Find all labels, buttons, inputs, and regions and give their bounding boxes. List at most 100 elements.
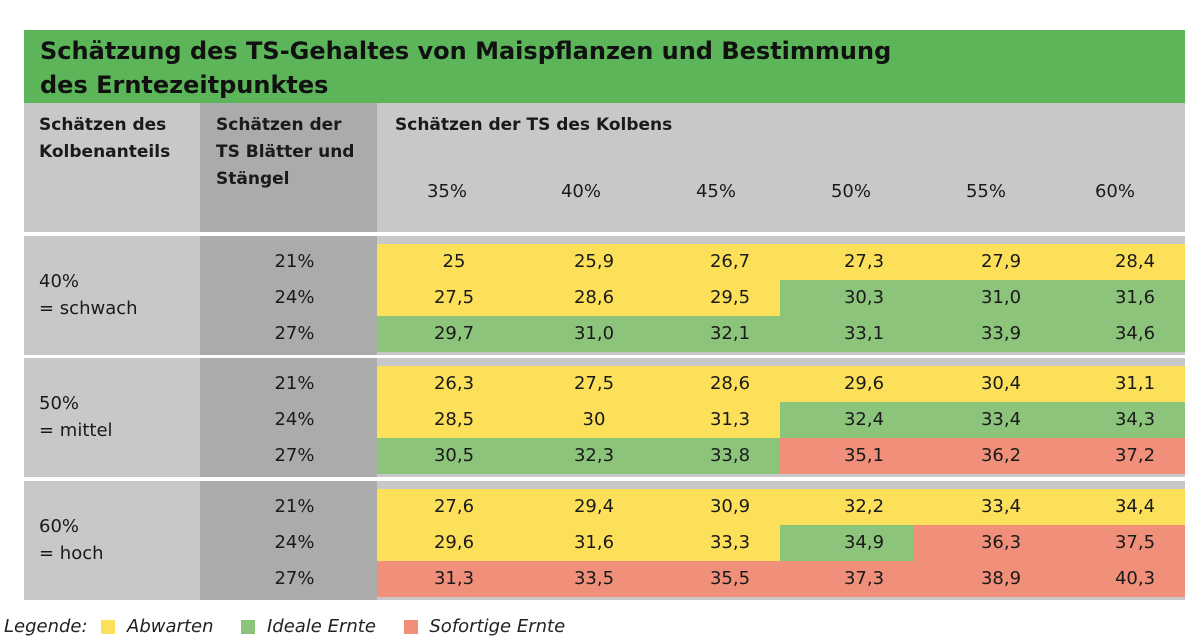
value-cell-text: 25 [442,251,466,272]
value-cell: 32,2 [780,489,914,525]
value-cell: 34,9 [780,525,914,561]
value-cell: 26,3 [377,366,504,402]
value-cell: 31,3 [377,561,504,597]
group-schwach: 40% = schwach 21% 24% 27% 25 25,9 26,7 27,3… [24,236,1185,355]
value-cell-text: 34,9 [843,532,885,553]
header-ts-kolben: Schätzen der TS des Kolbens [395,115,673,135]
value-cell-text: 27,6 [433,496,475,517]
leaf-value: 27% [274,568,315,589]
value-cell: 40,3 [1051,561,1185,597]
legend-prefix: Legende: [4,616,88,637]
value-cell-text: 29,4 [573,496,615,517]
value-cell-text: 31,0 [980,287,1022,308]
value-cell-text: 29,6 [843,373,885,394]
value-cell-text: 32,4 [843,409,885,430]
value-cell: 30,9 [644,489,780,525]
leaf-value: 24% [274,287,315,308]
value-cell: 27,9 [914,244,1051,280]
value-cell: 38,9 [914,561,1051,597]
group-label: 60% = hoch [39,513,104,567]
value-cell: 28,6 [504,280,644,316]
value-cell-text: 31,0 [573,323,615,344]
value-cell-text: 28,6 [709,373,751,394]
header-ts-blaetter-line: Schätzen der [216,115,342,135]
value-cell-text: 27,9 [980,251,1022,272]
legend: Legende: Abwarten Ideale Ernte Sofortige… [4,614,565,640]
legend-label-ideale-ernte: Ideale Ernte [266,616,376,637]
value-cell-text: 27,5 [433,287,475,308]
value-cell-text: 27,5 [573,373,615,394]
value-cell-text: 34,3 [1114,409,1156,430]
header-percent-40: 40% [560,181,601,202]
value-cell-text: 25,9 [573,251,615,272]
value-cell-text: 28,6 [573,287,615,308]
value-cell-text: 26,7 [709,251,751,272]
value-cell-text: 31,6 [573,532,615,553]
group-label-percent: 40% [39,271,80,292]
value-cell: 31,6 [1051,280,1185,316]
leaf-column-bg [200,481,377,600]
value-cell: 30 [504,402,644,438]
value-cell-text: 40,3 [1114,568,1156,589]
value-cell: 27,5 [504,366,644,402]
value-cell: 31,6 [504,525,644,561]
value-cell: 28,5 [377,402,504,438]
value-cell: 30,3 [780,280,914,316]
value-cell-text: 31,3 [709,409,751,430]
value-cell: 33,3 [644,525,780,561]
value-cell-text: 30 [582,409,606,430]
value-cell: 29,6 [780,366,914,402]
value-cell-text: 31,6 [1114,287,1156,308]
group-label-text: = mittel [39,420,113,441]
page-title-line-2: des Erntezeitpunktes [40,71,329,99]
value-cell: 33,1 [780,316,914,352]
value-cell-text: 32,2 [843,496,885,517]
group-label: 50% = mittel [39,390,113,444]
legend-swatch-abwarten [101,620,116,634]
value-cell-text: 37,3 [843,568,885,589]
group-label: 40% = schwach [39,268,138,322]
value-cell: 32,3 [504,438,644,474]
value-cell: 31,0 [504,316,644,352]
value-cell: 29,6 [377,525,504,561]
value-cell: 28,4 [1051,244,1185,280]
value-cell: 27,3 [780,244,914,280]
value-cell: 33,4 [914,402,1051,438]
value-cell-text: 31,3 [433,568,475,589]
value-cell-text: 28,4 [1114,251,1156,272]
value-cell-text: 32,3 [573,445,615,466]
value-cell-text: 27,3 [843,251,885,272]
value-cell: 31,1 [1051,366,1185,402]
value-cell-text: 33,1 [843,323,885,344]
header-percent-55: 55% [965,181,1006,202]
header-percent-45: 45% [695,181,736,202]
leaf-value: 27% [274,445,315,466]
header-ts-blaetter-line: Stängel [216,169,290,189]
value-cell-text: 34,4 [1114,496,1156,517]
group-mittel: 50% = mittel 21% 24% 27% 26,3 27,5 28,6 29,… [24,358,1185,477]
value-cell-text: 38,9 [980,568,1022,589]
value-cell: 36,2 [914,438,1051,474]
value-cell: 33,8 [644,438,780,474]
legend-swatch-sofortige-ernte [403,620,418,634]
value-cell-text: 33,4 [980,496,1022,517]
value-cell: 29,5 [644,280,780,316]
value-cell-text: 31,1 [1114,373,1156,394]
group-label-percent: 50% [39,393,80,414]
value-cell-text: 35,5 [709,568,751,589]
value-cell: 30,4 [914,366,1051,402]
value-cell: 34,6 [1051,316,1185,352]
legend-label-sofortige-ernte: Sofortige Ernte [429,616,566,637]
header-ts-blaetter: Schätzen der TS Blätter und Stängel [216,112,354,193]
header-kolbenanteil: Schätzen des Kolbenanteils [39,112,170,166]
value-cell: 36,3 [914,525,1051,561]
value-cell-text: 29,6 [433,532,475,553]
value-cell: 27,5 [377,280,504,316]
leaf-value: 21% [274,251,315,272]
header-kolbenanteil-line: Kolbenanteils [39,142,171,162]
value-cell: 28,6 [644,366,780,402]
header-kolbenanteil-line: Schätzen des [39,115,167,135]
page-title-line-1: Schätzung des TS-Gehaltes von Maispflanz… [40,37,892,65]
value-cell: 37,2 [1051,438,1185,474]
value-cell-text: 29,5 [709,287,751,308]
